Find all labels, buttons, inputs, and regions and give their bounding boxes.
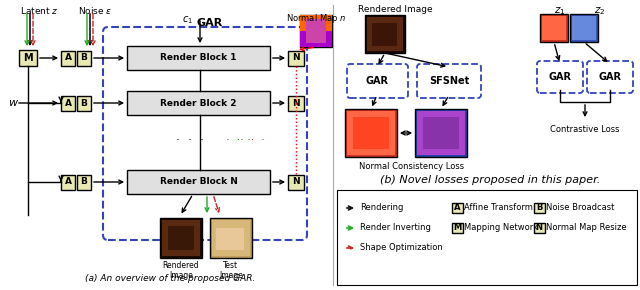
Text: M: M bbox=[23, 53, 33, 63]
FancyBboxPatch shape bbox=[77, 50, 91, 66]
Bar bbox=[542, 16, 566, 40]
Text: Affine Transform: Affine Transform bbox=[464, 204, 533, 213]
FancyBboxPatch shape bbox=[570, 14, 598, 42]
Text: Render Block 1: Render Block 1 bbox=[160, 53, 237, 63]
Text: $z_2$: $z_2$ bbox=[595, 5, 605, 17]
Bar bbox=[423, 117, 459, 149]
FancyBboxPatch shape bbox=[337, 190, 637, 285]
Text: Latent $z$: Latent $z$ bbox=[20, 5, 59, 16]
Text: Noise Broadcast: Noise Broadcast bbox=[546, 204, 614, 213]
Bar bbox=[417, 111, 465, 155]
Text: (a) An overview of the proposed GAR.: (a) An overview of the proposed GAR. bbox=[85, 274, 255, 283]
Text: Render Inverting: Render Inverting bbox=[360, 224, 431, 233]
Text: B: B bbox=[536, 204, 542, 213]
FancyBboxPatch shape bbox=[365, 15, 405, 53]
Text: Test
Image: Test Image bbox=[219, 261, 243, 280]
FancyBboxPatch shape bbox=[19, 50, 37, 66]
FancyBboxPatch shape bbox=[451, 203, 463, 213]
FancyBboxPatch shape bbox=[540, 14, 568, 42]
Text: B: B bbox=[81, 53, 88, 63]
FancyBboxPatch shape bbox=[451, 223, 463, 233]
Text: Rendered Image: Rendered Image bbox=[358, 5, 432, 14]
Bar bbox=[216, 228, 244, 250]
Bar bbox=[300, 15, 332, 31]
FancyBboxPatch shape bbox=[288, 175, 304, 189]
Bar bbox=[168, 226, 194, 250]
Text: Rendered
Image: Rendered Image bbox=[163, 261, 199, 280]
Text: Normal Consistency Loss: Normal Consistency Loss bbox=[360, 162, 465, 171]
Text: (b) Novel losses proposed in this paper.: (b) Novel losses proposed in this paper. bbox=[380, 175, 600, 185]
Text: N: N bbox=[292, 53, 300, 63]
Bar bbox=[212, 220, 250, 256]
FancyBboxPatch shape bbox=[61, 95, 75, 110]
FancyBboxPatch shape bbox=[160, 218, 202, 258]
Text: N: N bbox=[536, 224, 543, 233]
Text: $c_1$: $c_1$ bbox=[182, 14, 193, 26]
FancyBboxPatch shape bbox=[127, 46, 270, 70]
Text: Render Block N: Render Block N bbox=[159, 177, 237, 186]
FancyBboxPatch shape bbox=[210, 218, 252, 258]
Text: $w$: $w$ bbox=[8, 98, 19, 108]
FancyBboxPatch shape bbox=[345, 109, 397, 157]
Bar bbox=[162, 220, 200, 256]
Bar bbox=[347, 111, 395, 155]
Bar bbox=[572, 16, 596, 40]
Text: Shape Optimization: Shape Optimization bbox=[360, 244, 443, 253]
Bar bbox=[306, 19, 326, 43]
Text: ·  ·  ·: · · · bbox=[176, 133, 204, 146]
FancyBboxPatch shape bbox=[77, 175, 91, 189]
Text: N: N bbox=[292, 177, 300, 186]
Bar bbox=[367, 17, 403, 51]
FancyBboxPatch shape bbox=[127, 170, 270, 194]
Text: Render Block 2: Render Block 2 bbox=[160, 99, 237, 108]
Text: B: B bbox=[81, 99, 88, 108]
Text: Contrastive Loss: Contrastive Loss bbox=[550, 125, 620, 134]
FancyBboxPatch shape bbox=[288, 50, 304, 66]
Text: GAR: GAR bbox=[366, 76, 389, 86]
Text: Noise $\varepsilon$: Noise $\varepsilon$ bbox=[78, 5, 113, 16]
Text: A: A bbox=[65, 53, 72, 63]
Text: Rendering: Rendering bbox=[360, 204, 403, 213]
Text: M: M bbox=[453, 224, 461, 233]
FancyBboxPatch shape bbox=[61, 175, 75, 189]
Text: GAR: GAR bbox=[197, 18, 223, 28]
FancyBboxPatch shape bbox=[288, 95, 304, 110]
FancyBboxPatch shape bbox=[77, 95, 91, 110]
Text: ·  ·  ·: · · · bbox=[225, 135, 250, 145]
Text: $z_1$: $z_1$ bbox=[554, 5, 566, 17]
Bar bbox=[300, 31, 332, 47]
Text: Normal Map $n$: Normal Map $n$ bbox=[286, 12, 346, 25]
Text: B: B bbox=[81, 177, 88, 186]
FancyBboxPatch shape bbox=[300, 15, 332, 47]
FancyBboxPatch shape bbox=[415, 109, 467, 157]
FancyBboxPatch shape bbox=[534, 223, 545, 233]
Bar bbox=[372, 23, 397, 46]
Bar bbox=[353, 117, 389, 149]
FancyBboxPatch shape bbox=[534, 203, 545, 213]
Text: A: A bbox=[65, 99, 72, 108]
Text: Mapping Network: Mapping Network bbox=[464, 224, 538, 233]
Text: A: A bbox=[454, 204, 460, 213]
FancyBboxPatch shape bbox=[61, 50, 75, 66]
FancyBboxPatch shape bbox=[127, 91, 270, 115]
Text: Normal Map Resize: Normal Map Resize bbox=[546, 224, 627, 233]
Text: N: N bbox=[292, 99, 300, 108]
Text: SFSNet: SFSNet bbox=[429, 76, 469, 86]
Text: ·  ·  ·: · · · bbox=[239, 135, 264, 145]
Text: A: A bbox=[65, 177, 72, 186]
Text: GAR: GAR bbox=[598, 72, 621, 82]
Text: GAR: GAR bbox=[548, 72, 572, 82]
